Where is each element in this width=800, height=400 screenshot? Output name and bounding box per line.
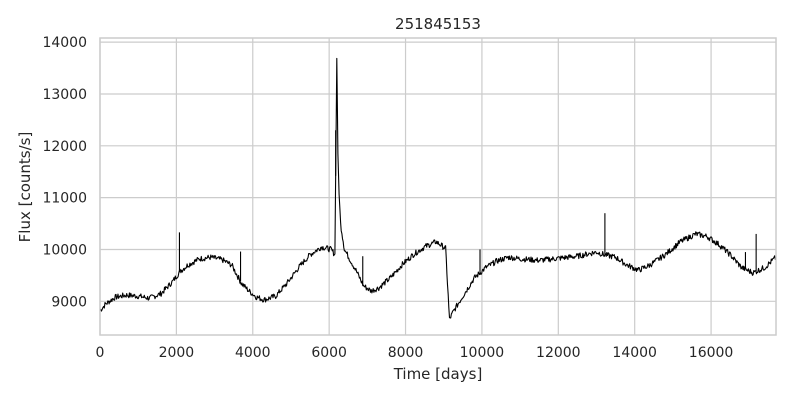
y-tick-label: 14000 [42,35,87,51]
x-tick-label: 8000 [388,345,424,361]
x-tick-label: 12000 [536,345,581,361]
y-tick-label: 12000 [42,139,87,155]
y-tick-label: 9000 [51,294,87,310]
x-tick-label: 2000 [159,345,195,361]
chart-title: 251845153 [395,15,481,33]
x-tick-label: 10000 [460,345,505,361]
y-tick-label: 13000 [42,87,87,103]
x-axis-label: Time [days] [393,365,483,383]
x-tick-label: 16000 [689,345,734,361]
plot-border [99,37,777,336]
x-tick-label: 14000 [612,345,657,361]
grid-lines [99,38,776,335]
x-tick-label: 0 [96,345,105,361]
axes-frame [99,37,777,336]
y-tick-label: 11000 [42,191,87,207]
y-axis-label: Flux [counts/s] [16,132,34,243]
y-tick-label: 10000 [42,242,87,258]
series-layer [99,57,777,319]
x-tick-label: 4000 [235,345,271,361]
x-tick-label: 6000 [311,345,347,361]
tick-labels: 0 2000 4000 6000 8000 10000 12000 14000 16000 900… [42,35,733,361]
flux-series-line-0 [99,57,777,319]
